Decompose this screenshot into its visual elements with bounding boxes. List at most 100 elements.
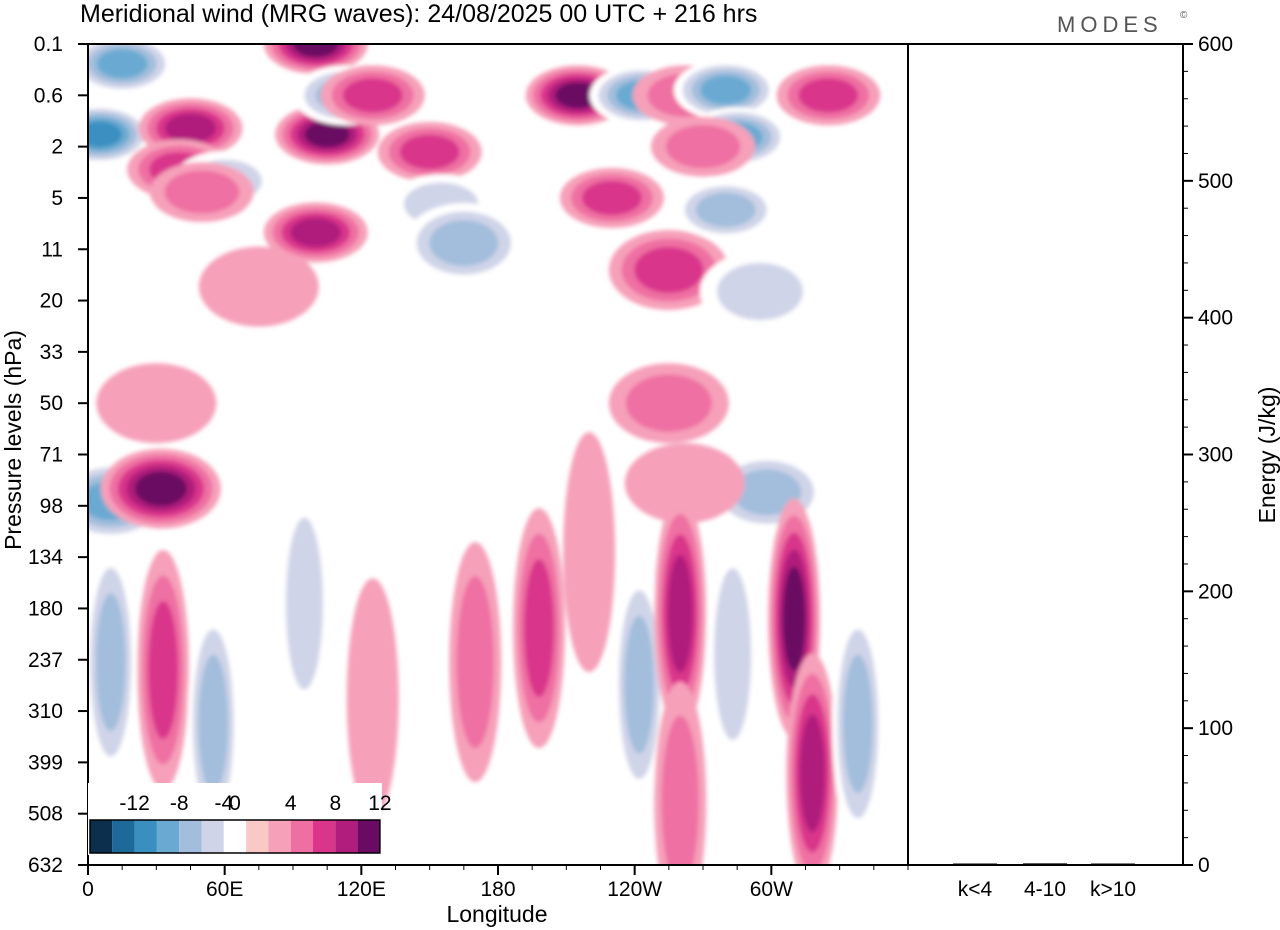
energy-category-label: 4-10 <box>1024 878 1066 901</box>
x-tick-label: 0 <box>82 878 94 901</box>
contour-blob <box>665 125 741 169</box>
colorbar-swatch <box>335 820 358 853</box>
x-tick-label: 60W <box>750 878 793 901</box>
energy-tick-label: 600 <box>1198 33 1233 56</box>
y-tick-label: 310 <box>28 700 63 723</box>
y-tick-label: 11 <box>41 238 63 261</box>
y-tick-label: 20 <box>40 290 63 313</box>
colorbar-swatch <box>90 820 113 853</box>
energy-tick-label: 100 <box>1198 717 1233 740</box>
colorbar-swatch <box>156 820 180 853</box>
colorbar-frame <box>89 819 381 854</box>
y-axis: 0.1 0.6 2 5 11 20 33 50 71 98 134 180 237 310 399 508 63… <box>28 33 88 877</box>
x-axis: 0 60E 120E 180 120W 60W <box>82 865 909 901</box>
x-tick-label: 120W <box>607 878 662 901</box>
y-tick-label: 180 <box>28 597 63 620</box>
y-tick-label: 508 <box>28 803 63 826</box>
contour-blob <box>95 593 126 732</box>
colorbar-swatch <box>290 820 313 853</box>
brand-mark: © <box>1180 10 1188 21</box>
y-tick-label: 5 <box>51 187 63 210</box>
energy-axis: 0 100 200 300 400 500 600 <box>1183 33 1233 877</box>
contour-blob <box>799 714 826 833</box>
contour-blob <box>716 262 803 321</box>
contour-blob <box>700 75 752 105</box>
contour-blob <box>695 192 756 228</box>
colorbar-swatch <box>112 820 135 853</box>
energy-tick-label: 400 <box>1198 307 1233 330</box>
colorbar-swatch <box>357 820 380 853</box>
energy-bar <box>953 863 997 865</box>
contour-blob <box>782 566 806 671</box>
contour-blob <box>798 78 859 113</box>
colorbar-swatch <box>268 820 291 853</box>
contour-blob <box>96 363 217 444</box>
y-tick-label: 2 <box>51 136 63 159</box>
x-axis-label: Longitude <box>446 901 547 927</box>
contour-blob <box>625 374 712 432</box>
contour-blob <box>713 568 752 741</box>
energy-tick-label: 0 <box>1198 854 1210 877</box>
contour-blob <box>581 180 642 216</box>
contour-blob <box>165 113 216 143</box>
y-tick-label: 134 <box>28 546 63 569</box>
energy-tick-label: 300 <box>1198 444 1233 467</box>
contour-blob <box>732 469 802 516</box>
contour-blob <box>624 615 655 754</box>
contour-blob <box>198 246 319 327</box>
colorbar-label: 8 <box>329 792 341 815</box>
y-tick-label: 632 <box>28 854 63 877</box>
contour-blob <box>634 246 704 293</box>
contour-blob <box>842 654 873 793</box>
contour-blob <box>624 443 745 524</box>
colorbar-swatch <box>134 820 157 853</box>
y-tick-label: 0.1 <box>34 33 63 56</box>
chart-title: Meridional wind (MRG waves): 24/08/2025 … <box>80 0 757 28</box>
contour-blob <box>346 578 399 819</box>
colorbar-label: -4 <box>214 792 233 815</box>
contour-blob <box>342 78 403 113</box>
colorbar-label: 12 <box>368 792 391 815</box>
energy-bars: k<4 4-10 k>10 <box>953 863 1136 901</box>
y-tick-label: 237 <box>28 649 63 672</box>
colorbar-label: -12 <box>119 792 149 815</box>
colorbar-swatch <box>246 820 269 853</box>
energy-tick-label: 200 <box>1198 580 1233 603</box>
contour-blob <box>134 471 187 507</box>
colorbar-label: 0 <box>229 792 241 815</box>
y-axis-label: Pressure levels (hPa) <box>0 330 26 550</box>
contour-blob <box>148 600 179 739</box>
contour-blob <box>667 554 693 673</box>
y-tick-label: 0.6 <box>34 84 63 107</box>
contour-blob <box>198 654 229 793</box>
energy-bar <box>1023 863 1067 865</box>
brand-text: MODES <box>1057 12 1163 37</box>
colorbar-swatch <box>313 820 336 853</box>
contour-blob <box>524 559 554 698</box>
energy-bar <box>1091 863 1135 865</box>
y-tick-label: 50 <box>40 392 63 415</box>
x-tick-label: 180 <box>480 878 515 901</box>
contour-blob <box>285 517 324 690</box>
colorbar-swatch <box>179 820 202 853</box>
colorbar-swatch <box>201 820 224 853</box>
contour-blob <box>293 44 339 57</box>
contour-blob <box>88 121 122 148</box>
energy-category-label: k<4 <box>958 878 993 901</box>
contour-blob <box>555 82 601 109</box>
contour-blob <box>304 121 350 148</box>
contour-blob <box>429 220 499 267</box>
energy-tick-label: 500 <box>1198 170 1233 193</box>
colorbar: -12 -8 -40 4 8 12 <box>88 783 392 855</box>
x-tick-label: 120E <box>337 878 386 901</box>
energy-panel-frame <box>907 43 1184 866</box>
x-tick-label: 60E <box>206 878 243 901</box>
contour-blob <box>563 432 616 673</box>
colorbar-swatch <box>223 820 247 853</box>
y-tick-label: 33 <box>40 341 63 364</box>
contour-blob <box>96 49 148 79</box>
colorbar-label: -8 <box>170 792 189 815</box>
colorbar-label: 4 <box>285 792 297 815</box>
contour-blob <box>290 217 342 248</box>
